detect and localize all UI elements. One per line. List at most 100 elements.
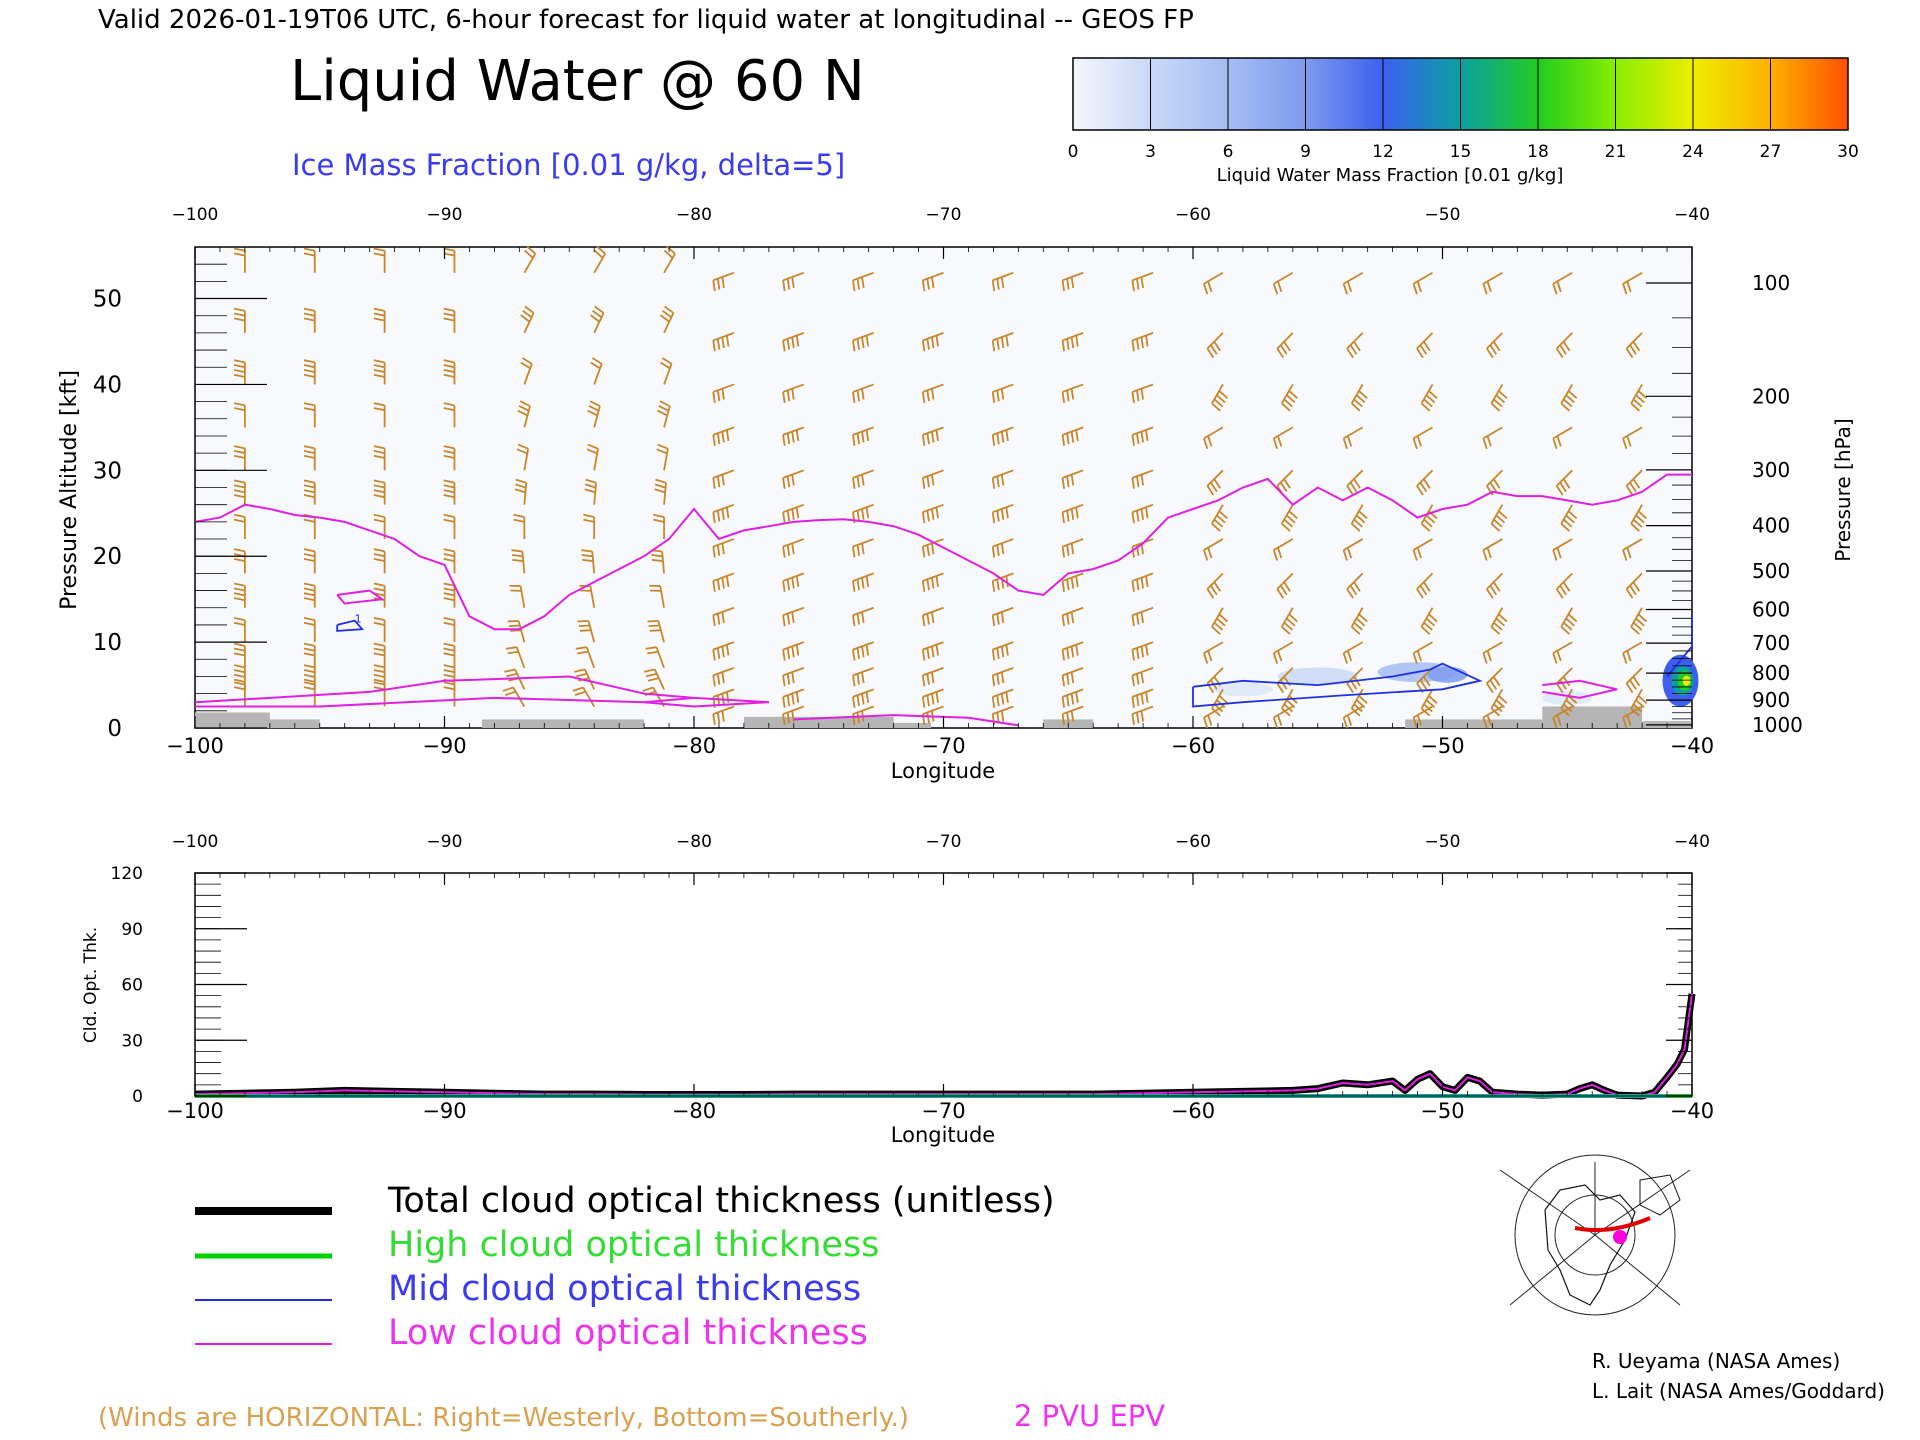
wind-barb [1630, 607, 1648, 635]
terrain-block [1542, 706, 1643, 728]
bottom-plot-area [194, 872, 1693, 1097]
p-tick-label: 500 [1752, 559, 1790, 583]
wind-barbs [233, 245, 1648, 729]
colorbar-tick-label: 12 [1372, 142, 1394, 162]
credit-line-2: L. Lait (NASA Ames/Goddard) [1592, 1379, 1885, 1403]
wind-barb [1276, 572, 1294, 599]
wind-barb [991, 667, 1014, 687]
wind-barb [712, 383, 735, 403]
wind-barb [583, 513, 596, 540]
wind-barb [1342, 538, 1364, 561]
wind-barb [852, 606, 874, 627]
wind-barb [712, 667, 735, 687]
wind-barb [373, 307, 386, 333]
wind-barb [1276, 332, 1294, 359]
wind-barb [303, 582, 316, 608]
wind-barb [233, 616, 246, 643]
top-xlabel: Longitude [891, 759, 995, 783]
y-tick-label: 20 [93, 544, 122, 570]
wind-barb [1272, 426, 1294, 450]
terrain-block [743, 716, 894, 728]
wind-barb [303, 642, 316, 668]
wind-barb [1211, 383, 1229, 412]
wind-barb [1206, 332, 1224, 359]
y-tick-label: 60 [121, 976, 143, 996]
wind-barb [991, 426, 1014, 446]
y-tick-label: 0 [132, 1087, 143, 1107]
legend-label-mid: Mid cloud optical thickness [388, 1269, 861, 1309]
wind-barb [921, 641, 944, 661]
wind-barb [1490, 504, 1508, 532]
wind-barb [1342, 426, 1364, 450]
wind-barb [1412, 538, 1433, 561]
wind-barb [1131, 332, 1154, 352]
wind-barb [1281, 504, 1298, 532]
wind-barb [581, 549, 596, 574]
wind-barb [657, 400, 671, 428]
wind-barb [1131, 426, 1154, 446]
wind-barb [584, 478, 598, 505]
wind-barb [373, 247, 386, 273]
wind-barb [1061, 572, 1084, 592]
p-tick-label: 800 [1752, 661, 1790, 685]
wind-barb [233, 359, 246, 385]
wind-barb [233, 513, 246, 540]
wind-barb [443, 642, 456, 668]
wind-barb [520, 305, 535, 334]
wind-barb [643, 668, 665, 690]
wind-barb [373, 664, 386, 690]
top-left-ylabel: Pressure Altitude [kft] [57, 370, 82, 610]
wind-barb [1131, 667, 1154, 687]
wind-barb [1131, 271, 1154, 292]
wind-barb [991, 469, 1014, 489]
optical-thickness-series [194, 993, 1696, 1100]
subtitle: Ice Mass Fraction [0.01 g/kg, delta=5] [292, 148, 845, 182]
wind-barb [852, 332, 874, 352]
bottom-ylabel: Cld. Opt. Thk. [81, 927, 101, 1043]
epv-contour [793, 714, 1019, 727]
wind-barb [1346, 572, 1364, 599]
wind-barb [1482, 538, 1503, 561]
wind-barb [1272, 271, 1294, 295]
wind-barb [1552, 271, 1573, 295]
wind-barb [511, 549, 526, 574]
y-tick-label: 30 [93, 458, 122, 484]
wind-barb [1420, 607, 1438, 635]
cross-section-panel: 1 −100 −100 −90 −90 −80 −80 −70 −70 −60 −60 −50 −50… [93, 205, 1803, 758]
p-tick-label: 300 [1752, 458, 1790, 482]
wind-barb [523, 245, 537, 274]
credit-line-1: R. Ueyama (NASA Ames) [1592, 1349, 1840, 1373]
wind-barb [852, 572, 874, 592]
wind-barb [1061, 538, 1084, 558]
wind-barb [1552, 538, 1573, 561]
wind-barb [1486, 572, 1504, 599]
wind-barb [373, 479, 386, 505]
x-tick-label-top: −50 [1425, 832, 1461, 852]
y-tick-label: 30 [121, 1031, 143, 1051]
wind-barb [921, 332, 944, 352]
y-tick-label: 40 [93, 372, 122, 398]
wind-barb [373, 359, 386, 385]
wind-barb [1482, 705, 1503, 729]
wind-barb [1416, 332, 1434, 359]
y-tick-label: 50 [93, 287, 122, 313]
y-tick-label: 0 [107, 716, 122, 742]
x-tick-label-top: −40 [1674, 205, 1710, 225]
x-tick-label: −90 [422, 734, 466, 758]
wind-barb [1061, 426, 1084, 446]
wind-barb [1412, 271, 1433, 295]
colorbar-tick-label: 6 [1223, 142, 1234, 162]
epv-contour [336, 589, 385, 605]
wind-barb [852, 538, 874, 558]
liquid-water-patch [1427, 666, 1468, 683]
wind-barb [1555, 469, 1573, 496]
wind-barb [303, 307, 316, 333]
wind-barb [1552, 426, 1573, 450]
wind-barb [1131, 503, 1154, 524]
wind-barb [712, 705, 735, 726]
wind-barb [921, 426, 944, 446]
wind-barb [991, 332, 1014, 352]
wind-barb [577, 619, 596, 643]
wind-barb [520, 357, 533, 385]
x-tick-label: −70 [921, 1099, 965, 1123]
